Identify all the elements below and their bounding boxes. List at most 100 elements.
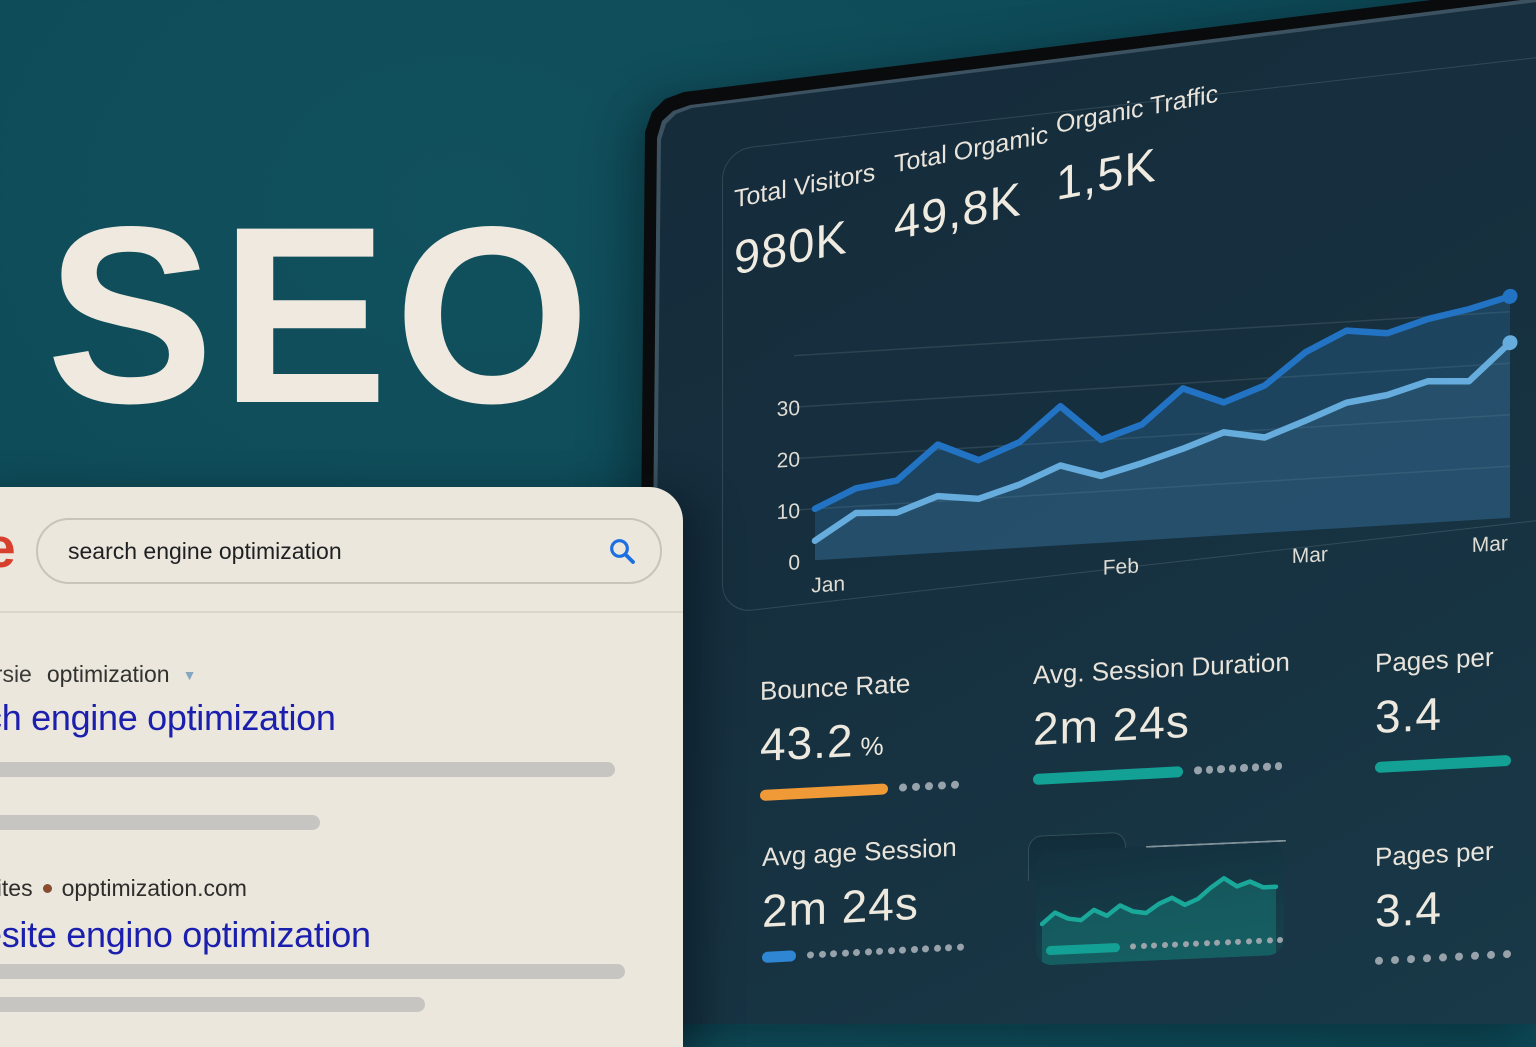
metric-pages-per-top: Pages per 3.4 <box>1375 641 1511 773</box>
meter-dot <box>1130 943 1136 950</box>
traffic-chart: 0 10 20 30 Jan Feb Mar Mar <box>722 95 1536 630</box>
meter-dot <box>899 783 907 792</box>
meter-dot <box>912 782 920 792</box>
search-icon[interactable] <box>608 537 636 565</box>
meter-dot <box>807 950 814 959</box>
snippet-bar <box>0 997 425 1012</box>
meter-dots <box>1194 762 1282 775</box>
search-input[interactable] <box>66 536 608 566</box>
meter-dot <box>1423 954 1431 963</box>
traffic-chart-svg: 0 10 20 30 Jan Feb Mar Mar <box>777 288 1518 598</box>
meter-dot <box>830 949 837 957</box>
meter-dot <box>1161 941 1168 949</box>
bullet-icon <box>42 884 52 893</box>
meter-dot <box>945 943 952 951</box>
metric-pages-per-bottom: Pages per 3.4 <box>1375 835 1511 967</box>
metric-session-duration: Avg. Session Duration 2m 24s <box>1033 647 1290 785</box>
meter-dot <box>864 947 872 956</box>
mini-trend-card <box>1028 825 1286 968</box>
meter-bar <box>1375 754 1511 773</box>
meter-dot <box>1203 940 1210 947</box>
search-logo-partial: e <box>0 515 16 581</box>
result-url: eites opptimization.com <box>0 875 247 902</box>
dashboard-device <box>636 0 1536 1024</box>
search-results-panel: e ersie optimization ▼ ch engine optimiz… <box>0 487 683 1047</box>
svg-text:Feb: Feb <box>1103 555 1139 580</box>
result-url-domain: opptimization.com <box>61 875 247 901</box>
metric-label: Bounce Rate <box>760 668 911 706</box>
metric-label: Avg age Session <box>762 831 957 872</box>
metric-value: 2m 24s <box>762 876 919 937</box>
meter-dot <box>1205 765 1213 774</box>
meter-dot <box>1151 942 1157 949</box>
svg-text:20: 20 <box>777 448 800 472</box>
meter-dot <box>933 944 941 952</box>
meter-dot <box>1277 936 1283 944</box>
meter-dot <box>1214 939 1220 946</box>
svg-text:Mar: Mar <box>1472 532 1508 557</box>
metric-meter <box>1375 948 1511 967</box>
meter-dot <box>1193 940 1199 947</box>
snippet-bar <box>0 815 320 830</box>
meter-bar <box>760 782 888 801</box>
meter-dot <box>1471 951 1479 960</box>
meter-dot <box>1503 949 1511 959</box>
meter-bar <box>1033 765 1183 785</box>
metric-avg-age-session: Avg age Session 2m 24s <box>762 831 964 963</box>
meter-dot <box>1194 766 1202 775</box>
meter-dot <box>1235 938 1241 945</box>
result-link[interactable]: esite engino optimization <box>0 914 371 955</box>
metric-bounce-rate: Bounce Rate 43.2% <box>760 666 959 801</box>
result-url-prefix: eites <box>0 875 33 901</box>
metric-meter <box>760 779 959 801</box>
meter-dot <box>841 948 849 957</box>
svg-text:Jan: Jan <box>811 572 845 597</box>
meter-dot <box>938 781 946 790</box>
results-divider <box>0 611 683 613</box>
metric-meter <box>762 940 964 963</box>
dashboard-content: Total Visitors 980K Total Orgamic 49,8K … <box>722 49 1536 968</box>
meter-dot <box>1245 938 1252 945</box>
meter-dot <box>956 942 964 951</box>
meter-dots <box>899 780 959 792</box>
svg-text:30: 30 <box>777 397 800 421</box>
meter-dot <box>925 781 933 791</box>
snippet-bar <box>0 964 625 979</box>
meter-dots <box>1375 949 1511 965</box>
meter-dot <box>1224 939 1231 946</box>
meter-dot <box>853 948 860 956</box>
svg-text:Mar: Mar <box>1292 543 1328 568</box>
meter-dot <box>887 946 895 954</box>
chevron-down-icon[interactable]: ▼ <box>182 666 197 683</box>
result-link[interactable]: ch engine optimization <box>0 697 336 738</box>
meter-dot <box>1240 764 1248 772</box>
meter-dot <box>1391 955 1399 965</box>
metric-meter <box>1033 760 1290 785</box>
search-bar[interactable] <box>36 518 662 584</box>
mini-card-body <box>1036 840 1284 966</box>
meter-dots <box>807 942 964 959</box>
metric-meter <box>1375 754 1511 773</box>
result-meta: ersie optimization ▼ <box>0 661 196 688</box>
metric-value: 2m 24s <box>1033 694 1190 755</box>
meter-dot <box>951 780 959 789</box>
result-meta-prefix: ersie <box>0 661 32 687</box>
metric-label: Pages per <box>1375 835 1494 872</box>
meter-dot <box>1266 937 1273 944</box>
metric-value: 43.2% <box>760 714 885 771</box>
metric-label: Pages per <box>1375 641 1494 678</box>
meter-bar <box>762 949 796 963</box>
meter-dot <box>1140 942 1147 950</box>
meter-dot <box>1375 956 1383 965</box>
meter-dot <box>1251 763 1259 772</box>
metric-unit: % <box>860 730 885 762</box>
meter-dot <box>1182 940 1189 948</box>
meter-dot <box>1217 765 1225 774</box>
meter-dot <box>922 944 929 953</box>
metric-value: 3.4 <box>1375 687 1442 743</box>
meter-dot <box>1407 954 1415 964</box>
meter-dot <box>1172 941 1178 948</box>
metric-value: 3.4 <box>1375 881 1442 937</box>
meter-dot <box>818 950 826 958</box>
metric-label: Avg. Session Duration <box>1033 646 1290 690</box>
